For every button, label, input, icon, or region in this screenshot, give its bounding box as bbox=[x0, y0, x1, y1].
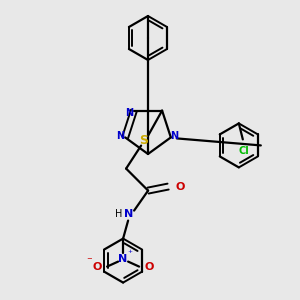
Text: $^+$: $^+$ bbox=[126, 248, 134, 257]
Text: S: S bbox=[140, 134, 148, 147]
Text: Cl: Cl bbox=[238, 146, 249, 156]
Text: N: N bbox=[118, 254, 128, 264]
Text: $^-$: $^-$ bbox=[85, 256, 93, 267]
Text: N: N bbox=[170, 131, 178, 141]
Text: N: N bbox=[124, 208, 134, 219]
Text: N: N bbox=[116, 131, 124, 141]
Text: H: H bbox=[116, 208, 123, 219]
Text: N: N bbox=[125, 108, 133, 118]
Text: O: O bbox=[144, 262, 154, 272]
Text: O: O bbox=[176, 182, 185, 192]
Text: O: O bbox=[92, 262, 102, 272]
